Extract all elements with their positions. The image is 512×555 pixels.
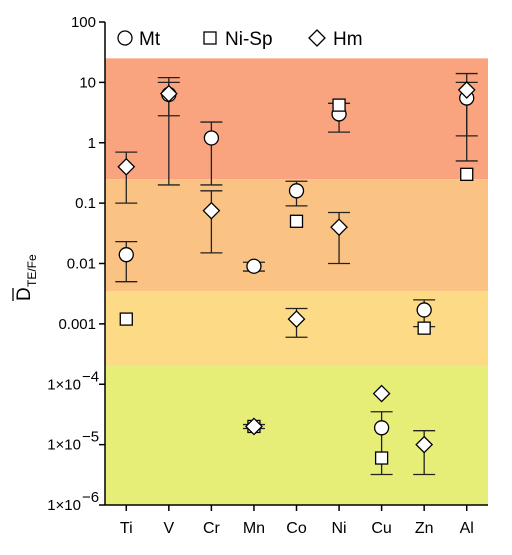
legend-marker-hm — [308, 29, 326, 47]
x-tick-label-cr: Cr — [203, 520, 221, 537]
background-bands — [105, 58, 488, 505]
point-ni-sp-ni — [332, 98, 346, 112]
point-hm-ti — [117, 157, 136, 176]
point-ni-sp-zn — [417, 321, 431, 335]
y-tick-exponent-6: −4 — [82, 368, 99, 385]
y-tick-label-8: 1×10 — [47, 497, 81, 514]
point-hm-cu — [372, 384, 391, 403]
y-tick-exponent-8: −6 — [82, 489, 99, 506]
point-hm-co — [287, 310, 306, 329]
legend: Mt Ni-Sp Hm — [117, 29, 363, 50]
y-tick-label-3: 0.1 — [75, 195, 96, 212]
point-mt-zn — [416, 302, 432, 318]
y-axis-title: DTE/Fe — [12, 254, 39, 301]
legend-marker-ni-sp — [203, 31, 217, 45]
y-axis-title-main: D — [14, 287, 35, 301]
data-marks — [115, 72, 478, 476]
y-tick-label-7: 1×10 — [47, 437, 81, 454]
y-tick-label-6: 1×10 — [47, 376, 81, 393]
point-mt-co — [288, 183, 305, 199]
x-tick-label-zn: Zn — [415, 520, 434, 537]
y-axis-label: DTE/Fe — [12, 254, 39, 301]
y-tick-exponent-7: −5 — [82, 429, 99, 446]
y-axis-title-subscript: TE/Fe — [25, 254, 39, 287]
point-ni-sp-al — [460, 167, 474, 181]
y-tick-label-1: 10 — [79, 74, 96, 91]
x-tick-label-co: Co — [286, 520, 307, 537]
point-ni-sp-ti — [119, 312, 133, 326]
legend-marker-mt — [117, 30, 133, 46]
point-hm-cr — [202, 201, 221, 220]
x-tick-label-ni: Ni — [332, 520, 347, 537]
y-tick-label-5: 0.001 — [58, 316, 96, 333]
point-mt-cu — [373, 420, 390, 436]
y-tick-label-0: 100 — [71, 14, 96, 31]
x-tick-label-mn: Mn — [243, 520, 265, 537]
band-0 — [105, 58, 488, 180]
x-tick-label-al: Al — [460, 520, 474, 537]
point-mt-ti — [118, 247, 134, 263]
point-mt-mn — [246, 258, 262, 274]
y-tick-label-2: 1 — [88, 135, 96, 152]
point-hm-v — [159, 84, 178, 103]
legend-label-mt: Mt — [139, 29, 161, 50]
point-hm-zn — [415, 435, 434, 454]
point-hm-mn — [245, 417, 263, 436]
y-tick-label-4: 0.01 — [67, 256, 96, 273]
legend-label-ni-sp: Ni-Sp — [225, 29, 273, 50]
x-tick-label-v: V — [163, 520, 174, 537]
x-tick-label-cu: Cu — [371, 520, 391, 537]
point-hm-ni — [330, 218, 348, 237]
legend-label-hm: Hm — [333, 29, 363, 50]
point-hm-al — [457, 80, 476, 99]
band-3 — [105, 366, 488, 505]
point-ni-sp-co — [289, 214, 304, 228]
point-ni-sp-cu — [374, 451, 389, 465]
point-mt-cr — [203, 130, 220, 146]
x-tick-label-ti: Ti — [120, 520, 133, 537]
